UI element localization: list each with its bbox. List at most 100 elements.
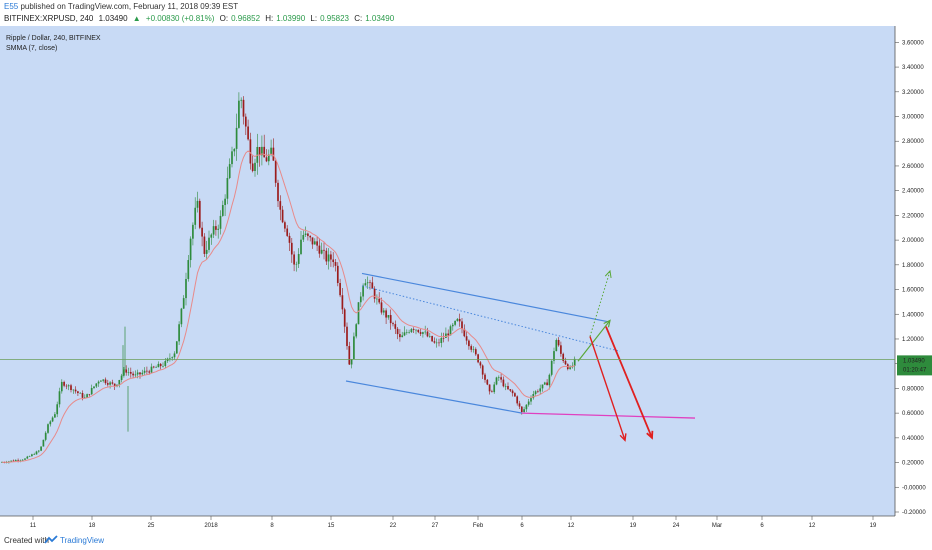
y-tick-label: 1.60000 — [902, 288, 924, 294]
candle-body — [187, 260, 190, 279]
candle-body — [477, 354, 479, 363]
candle-body — [42, 439, 45, 447]
candle-body — [93, 386, 95, 389]
candle-body — [318, 245, 321, 254]
candle-body — [242, 99, 245, 117]
candle-body — [79, 392, 82, 394]
candle-body — [518, 403, 521, 407]
green-up-arrow-head — [603, 319, 611, 328]
candle-body — [72, 389, 75, 391]
candle-body — [194, 207, 197, 225]
open-label: O: — [219, 14, 229, 23]
candle-body — [37, 450, 40, 452]
candle-body — [164, 361, 167, 366]
candle-body — [123, 369, 125, 376]
candle-body — [104, 379, 107, 384]
candle-body — [47, 424, 49, 433]
candle-body — [447, 333, 450, 336]
candle-body — [109, 382, 111, 385]
candle-body — [405, 332, 408, 333]
candle-body — [249, 139, 252, 164]
close-label: C: — [354, 14, 363, 23]
candle-body — [77, 391, 79, 394]
footer: Created with TradingView — [0, 532, 932, 550]
candle-body — [311, 237, 314, 245]
candle-body — [28, 456, 31, 457]
y-tick-label: -0.00000 — [902, 485, 926, 491]
candle-body — [54, 414, 56, 418]
candle-body — [422, 332, 424, 334]
candle-body — [325, 250, 328, 262]
candle-body — [265, 157, 268, 162]
x-tick-label: 8 — [270, 523, 274, 529]
last-price: 1.03490 — [98, 14, 128, 23]
candle-body — [539, 388, 542, 392]
y-tick-label: 2.40000 — [902, 189, 924, 195]
candle-body — [146, 370, 148, 372]
candle-body — [511, 390, 514, 394]
legend-indicator[interactable]: SMMA (7, close) — [6, 45, 57, 52]
candle-body — [210, 234, 213, 238]
candle-body — [136, 372, 139, 375]
candle-body — [419, 332, 422, 334]
candle-body — [546, 382, 548, 386]
candle-body — [488, 384, 491, 392]
candle-body — [281, 209, 284, 223]
low-value: 0.95823 — [320, 14, 349, 23]
candle-body — [120, 375, 123, 380]
green-dotted-up-arrow — [589, 270, 611, 337]
candle-body — [366, 282, 369, 284]
red-down-arrow — [589, 336, 626, 441]
plot-area[interactable] — [0, 26, 895, 516]
y-tick-label: 2.60000 — [902, 164, 924, 170]
candle-body — [516, 396, 519, 404]
candle-body — [272, 147, 275, 161]
candle-body — [387, 315, 390, 318]
candle-body — [465, 336, 468, 341]
candle-body — [111, 382, 114, 384]
candle-body — [203, 236, 206, 254]
candle-body — [247, 126, 249, 140]
candle-body — [426, 331, 429, 337]
y-tick-label: 3.20000 — [902, 90, 924, 96]
candle-body — [288, 235, 291, 243]
candle-body — [320, 249, 323, 254]
x-tick-label: Feb — [473, 523, 484, 529]
current-price-label: 1.03490 — [903, 358, 925, 364]
candle-body — [493, 384, 496, 393]
candle-body — [60, 381, 63, 392]
candle-body — [26, 456, 29, 459]
candle-body — [215, 226, 217, 230]
candle-body — [74, 389, 77, 392]
chart-header: E55 published on TradingView.com, Februa… — [0, 0, 932, 26]
candle-body — [560, 345, 562, 354]
price-axis[interactable] — [895, 26, 932, 516]
candle-body — [417, 329, 420, 333]
candle-body — [569, 367, 571, 370]
candle-body — [70, 385, 72, 390]
author-link[interactable]: E55 — [4, 2, 19, 11]
candle-body — [543, 382, 546, 385]
candle-body — [192, 224, 194, 239]
candle-body — [180, 308, 183, 325]
tradingview-brand-link[interactable]: TradingView — [60, 536, 105, 545]
tradingview-logo-icon — [44, 535, 58, 544]
candle-body — [118, 379, 121, 385]
candle-body — [373, 288, 376, 299]
candle-body — [293, 254, 295, 265]
candle-body — [548, 374, 551, 386]
time-axis[interactable] — [0, 516, 932, 532]
candle-body — [435, 342, 438, 344]
candle-body — [205, 249, 208, 254]
x-tick-label: 19 — [870, 523, 877, 529]
candle-body — [431, 336, 433, 342]
x-tick-label: 18 — [89, 523, 96, 529]
candle-body — [270, 147, 272, 155]
candle-body — [403, 332, 406, 336]
candle-body — [175, 341, 178, 354]
candle-body — [65, 385, 68, 387]
y-tick-label: 1.40000 — [902, 312, 924, 318]
candle-body — [472, 349, 475, 350]
price-chart[interactable]: 3.60000 3.40000 3.20000 3.00000 2.80000 2.600… — [0, 26, 932, 532]
y-tick-label: 1.20000 — [902, 337, 924, 343]
